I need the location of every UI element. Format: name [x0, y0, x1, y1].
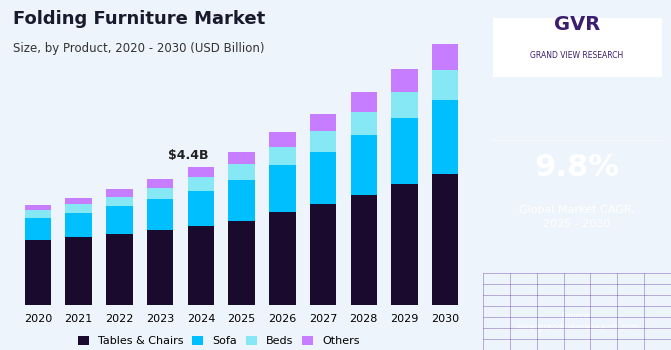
Bar [106, 197, 133, 206]
Bar [25, 210, 51, 218]
Bar [228, 152, 255, 164]
Bar [228, 180, 255, 220]
Bar [147, 188, 173, 200]
Text: $4.4B: $4.4B [168, 149, 209, 162]
Bar [432, 70, 458, 100]
Text: Global Market CAGR,
2025 - 2030: Global Market CAGR, 2025 - 2030 [519, 205, 635, 229]
Bar [269, 166, 295, 212]
FancyBboxPatch shape [493, 18, 662, 77]
Bar [269, 212, 295, 304]
Bar [269, 132, 295, 147]
Text: GVR: GVR [554, 15, 600, 34]
Bar [65, 198, 92, 204]
Text: Size, by Product, 2020 - 2030 (USD Billion): Size, by Product, 2020 - 2030 (USD Billi… [13, 42, 265, 55]
Bar [310, 152, 336, 204]
Bar [147, 199, 173, 230]
Bar [188, 167, 214, 177]
Bar [432, 43, 458, 70]
Bar [147, 179, 173, 188]
Legend: Tables & Chairs, Sofa, Beds, Others: Tables & Chairs, Sofa, Beds, Others [73, 331, 364, 350]
Bar [391, 118, 418, 184]
Bar [106, 189, 133, 197]
Bar [65, 237, 92, 304]
Bar [350, 135, 377, 195]
Bar [188, 177, 214, 191]
Bar [228, 220, 255, 304]
Bar [391, 92, 418, 118]
Text: GRAND VIEW RESEARCH: GRAND VIEW RESEARCH [531, 51, 623, 61]
Bar [106, 234, 133, 304]
Bar [65, 213, 92, 237]
Bar [188, 191, 214, 226]
Bar [147, 230, 173, 304]
Bar [350, 92, 377, 112]
Bar [269, 147, 295, 166]
Bar [65, 204, 92, 213]
Bar [391, 184, 418, 304]
Bar [310, 204, 336, 304]
Text: Source:
www.grandviewresearch.com: Source: www.grandviewresearch.com [515, 312, 639, 332]
Bar [310, 114, 336, 131]
Bar [310, 131, 336, 152]
Bar [25, 218, 51, 240]
Bar [188, 226, 214, 304]
Bar [106, 206, 133, 234]
Text: 9.8%: 9.8% [535, 154, 619, 182]
Bar [350, 112, 377, 135]
Bar [432, 100, 458, 174]
Text: Folding Furniture Market: Folding Furniture Market [13, 10, 266, 28]
Bar [228, 164, 255, 180]
Bar [391, 69, 418, 92]
Bar [432, 174, 458, 304]
Bar [350, 195, 377, 304]
Bar [25, 240, 51, 304]
Bar [25, 205, 51, 210]
